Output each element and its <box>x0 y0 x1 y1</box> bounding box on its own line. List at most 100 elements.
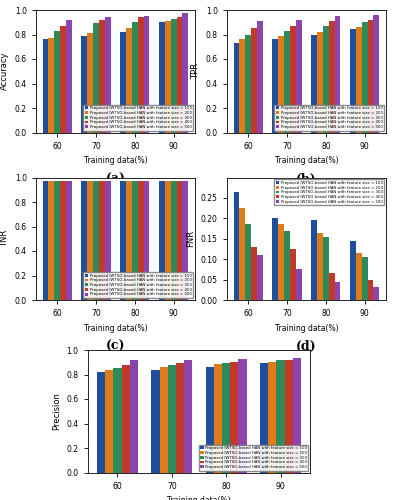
Bar <box>82 181 87 300</box>
Bar <box>93 23 99 132</box>
Bar <box>317 232 323 300</box>
Bar <box>126 28 132 132</box>
Bar <box>66 20 72 132</box>
Legend: Proposed IWTSO-based HAN with feature size = 100, Proposed IWTSO-based HAN with : Proposed IWTSO-based HAN with feature si… <box>83 272 193 298</box>
Bar <box>373 15 379 132</box>
Bar <box>245 224 251 300</box>
Bar <box>278 36 284 132</box>
Bar <box>268 362 277 472</box>
Bar <box>290 26 296 132</box>
Bar <box>43 181 49 300</box>
Bar <box>54 181 60 300</box>
Bar <box>245 34 251 132</box>
Bar <box>317 32 323 132</box>
Bar <box>54 31 60 132</box>
Bar <box>230 362 238 472</box>
Bar <box>82 36 87 132</box>
Bar <box>132 22 138 132</box>
Bar <box>284 230 290 300</box>
Legend: Proposed IWTSO-based HAN with feature size = 100, Proposed IWTSO-based HAN with : Proposed IWTSO-based HAN with feature si… <box>274 180 384 206</box>
Bar <box>49 38 54 132</box>
Bar <box>368 280 373 300</box>
Bar <box>105 370 113 472</box>
X-axis label: Training data(%): Training data(%) <box>275 156 338 165</box>
Bar <box>290 249 296 300</box>
Bar <box>176 364 184 472</box>
Text: (c): (c) <box>106 340 125 353</box>
Bar <box>356 27 362 132</box>
Bar <box>311 34 317 132</box>
Bar <box>284 31 290 132</box>
Y-axis label: Precision: Precision <box>52 392 61 430</box>
Bar <box>120 32 126 132</box>
Bar <box>132 181 138 300</box>
Bar <box>257 21 263 132</box>
Bar <box>356 253 362 300</box>
X-axis label: Training data(%): Training data(%) <box>275 324 338 332</box>
Bar <box>87 34 93 132</box>
Bar <box>257 255 263 300</box>
Bar <box>160 367 168 472</box>
Bar <box>285 360 293 472</box>
Legend: Proposed IWTSO-based HAN with feature size = 100, Proposed IWTSO-based HAN with : Proposed IWTSO-based HAN with feature si… <box>199 444 308 470</box>
Legend: Proposed IWTSO-based HAN with feature size = 100, Proposed IWTSO-based HAN with : Proposed IWTSO-based HAN with feature si… <box>83 104 193 130</box>
Y-axis label: Accuracy: Accuracy <box>0 52 9 90</box>
Bar <box>87 181 93 300</box>
Bar <box>177 16 182 132</box>
Bar <box>159 22 165 132</box>
Bar <box>335 282 340 300</box>
Bar <box>184 360 192 472</box>
Bar <box>273 40 278 132</box>
Bar <box>251 28 257 132</box>
Bar <box>151 370 160 472</box>
Bar <box>182 181 188 300</box>
Bar <box>105 181 111 300</box>
Bar <box>278 224 284 300</box>
Bar <box>49 181 54 300</box>
Bar <box>130 360 138 472</box>
Bar <box>120 181 126 300</box>
Bar <box>144 16 149 132</box>
Text: (d): (d) <box>296 340 317 353</box>
Bar <box>350 29 356 132</box>
X-axis label: Training data(%): Training data(%) <box>167 496 231 500</box>
Bar <box>350 241 356 300</box>
Bar <box>43 40 49 132</box>
Bar <box>293 358 301 472</box>
Y-axis label: TPR: TPR <box>191 63 200 79</box>
Bar <box>138 181 144 300</box>
Bar <box>260 363 268 472</box>
Y-axis label: TNR: TNR <box>0 230 9 248</box>
Bar <box>323 236 329 300</box>
Bar <box>240 40 245 132</box>
Bar <box>126 181 132 300</box>
Bar <box>323 26 329 132</box>
Bar <box>93 181 99 300</box>
Bar <box>177 181 182 300</box>
Bar <box>234 192 240 300</box>
Bar <box>335 16 340 132</box>
Bar <box>373 286 379 300</box>
Bar <box>222 363 230 472</box>
Bar <box>329 21 335 132</box>
Bar <box>60 26 66 132</box>
Bar <box>273 218 278 300</box>
Bar <box>105 18 111 132</box>
Bar <box>159 181 165 300</box>
X-axis label: Training data(%): Training data(%) <box>84 156 147 165</box>
Bar <box>251 247 257 300</box>
Bar <box>277 360 285 472</box>
Text: (a): (a) <box>105 173 125 186</box>
X-axis label: Training data(%): Training data(%) <box>84 324 147 332</box>
Bar <box>171 181 177 300</box>
Bar <box>238 359 247 472</box>
Bar <box>362 22 368 132</box>
Bar <box>144 181 149 300</box>
Bar <box>240 208 245 300</box>
Legend: Proposed IWTSO-based HAN with feature size = 100, Proposed IWTSO-based HAN with : Proposed IWTSO-based HAN with feature si… <box>274 104 384 130</box>
Bar <box>296 20 302 132</box>
Bar <box>214 364 222 472</box>
Bar <box>99 181 105 300</box>
Bar <box>97 372 105 472</box>
Bar <box>329 274 335 300</box>
